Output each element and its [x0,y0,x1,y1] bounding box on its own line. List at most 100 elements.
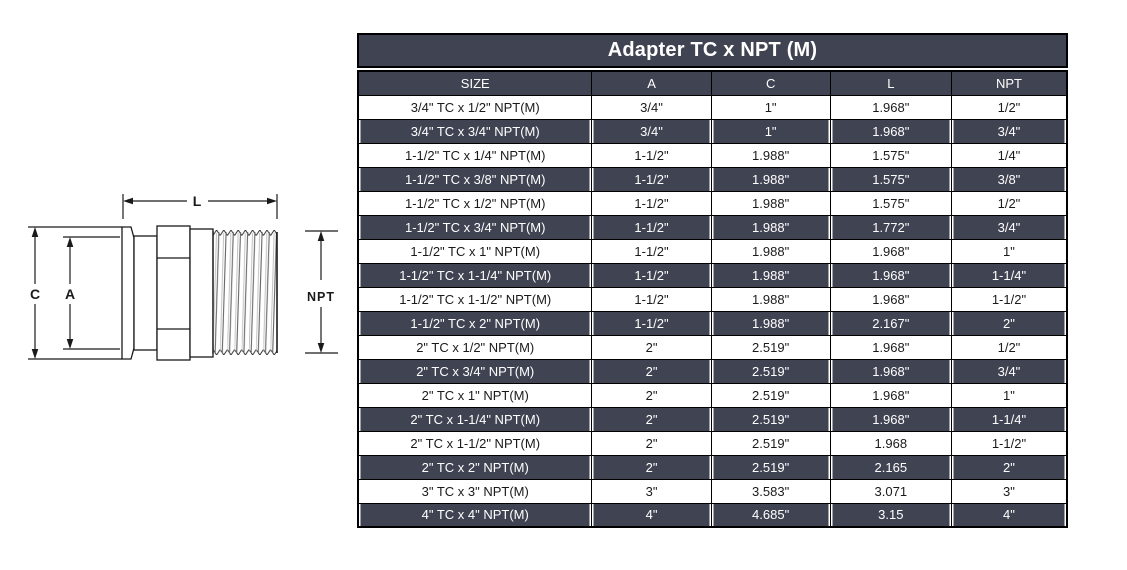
table-cell: 2" TC x 1" NPT(M) [357,382,593,408]
table-cell: 1-1/2" [950,430,1068,456]
table-row: 1-1/2" TC x 1" NPT(M) 1-1/2" 1.988" 1.968" 1… [357,238,1068,264]
hex-body [156,225,191,361]
table-cell: 1-1/4" [950,406,1068,432]
table-cell: 1-1/2" TC x 3/4" NPT(M) [357,214,593,240]
table-cell: 2.167" [829,310,952,336]
table-row: 2" TC x 3/4" NPT(M) 2" 2.519" 1.968" 3/4" [357,358,1068,384]
header-row: SIZE A C L NPT [357,70,1068,96]
table-cell: 3/4" TC x 3/4" NPT(M) [357,118,593,144]
table-cell: 1-1/2" [591,262,712,288]
table-cell: 1-1/2" TC x 1-1/4" NPT(M) [357,262,593,288]
table-cell: 2" [591,430,712,456]
table-cell: 1.968 [829,430,952,456]
dim-c [28,226,122,360]
dim-npt-label: NPT [307,290,335,304]
table-cell: 1-1/2" [591,214,712,240]
table-row: 3" TC x 3" NPT(M) 3" 3.583" 3.071 3" [357,478,1068,504]
table-cell: 1.988" [710,214,831,240]
table-body: 3/4" TC x 1/2" NPT(M) 3/4" 1" 1.968" 1/2" 3/4… [357,94,1068,528]
table-cell: 2" [591,358,712,384]
ferrule [121,226,135,360]
table-cell: 1.988" [710,310,831,336]
table-cell: 3/4" [591,94,712,120]
table-cell: 1" [710,94,831,120]
table-cell: 2.519" [710,382,831,408]
table-row: 1-1/2" TC x 1-1/4" NPT(M) 1-1/2" 1.988" 1.9… [357,262,1068,288]
table-cell: 2" TC x 3/4" NPT(M) [357,358,593,384]
table-row: 1-1/2" TC x 1-1/2" NPT(M) 1-1/2" 1.988" 1.9… [357,286,1068,312]
table-cell: 3" [950,478,1068,504]
table-cell: 3.583" [710,478,831,504]
table-cell: 1.988" [710,238,831,264]
table-cell: 2.519" [710,454,831,480]
table-row: 2" TC x 1" NPT(M) 2" 2.519" 1.968" 1" [357,382,1068,408]
table-cell: 2.519" [710,406,831,432]
ferrule-neck [133,235,158,351]
table-cell: 4.685" [710,502,831,528]
table-cell: 1.968" [829,238,952,264]
table-cell: 3" [591,478,712,504]
table-cell: 2.519" [710,358,831,384]
table-cell: 1" [950,238,1068,264]
table-cell: 1-1/4" [950,262,1068,288]
table-cell: 1-1/2" [591,310,712,336]
table-cell: 1-1/2" TC x 1/4" NPT(M) [357,142,593,168]
table-cell: 1/2" [950,94,1068,120]
table-cell: 1/2" [950,190,1068,216]
table-cell: 1-1/2" [591,190,712,216]
table-cell: 2.519" [710,430,831,456]
table-cell: 1" [950,382,1068,408]
table-cell: 2" TC x 1-1/2" NPT(M) [357,430,593,456]
table-cell: 1-1/2" TC x 1-1/2" NPT(M) [357,286,593,312]
dim-c-label: C [30,286,40,302]
spec-sheet: Adapter TC x NPT (M) SIZE A C L NPT 3/4"… [357,33,1068,528]
table-row: 1-1/2" TC x 3/8" NPT(M) 1-1/2" 1.988" 1.575… [357,166,1068,192]
table-row: 2" TC x 1-1/2" NPT(M) 2" 2.519" 1.968 1-1/2" [357,430,1068,456]
col-header-size: SIZE [357,70,593,96]
dim-l-label: L [193,193,202,209]
table-cell: 4" [591,502,712,528]
table-cell: 3/4" [950,358,1068,384]
table-cell: 1.968" [829,286,952,312]
table-cell: 1/2" [950,334,1068,360]
table-cell: 1.575" [829,190,952,216]
table-cell: 3/4" [950,118,1068,144]
table-cell: 1.988" [710,286,831,312]
table-cell: 3" TC x 3" NPT(M) [357,478,593,504]
table-cell: 1-1/2" TC x 1/2" NPT(M) [357,190,593,216]
table-row: 2" TC x 1-1/4" NPT(M) 2" 2.519" 1.968" 1-1/4… [357,406,1068,432]
table-cell: 1.575" [829,166,952,192]
table-cell: 2" TC x 2" NPT(M) [357,454,593,480]
table-cell: 1.968" [829,406,952,432]
table-cell: 1" [710,118,831,144]
table-cell: 1.772" [829,214,952,240]
table-cell: 3/4" [950,214,1068,240]
table-cell: 1.988" [710,262,831,288]
table-cell: 2" TC x 1-1/4" NPT(M) [357,406,593,432]
table-row: 2" TC x 1/2" NPT(M) 2" 2.519" 1.968" 1/2" [357,334,1068,360]
table-cell: 2" [950,310,1068,336]
table-cell: 1-1/2" TC x 3/8" NPT(M) [357,166,593,192]
table-cell: 1-1/2" TC x 2" NPT(M) [357,310,593,336]
table-row: 3/4" TC x 1/2" NPT(M) 3/4" 1" 1.968" 1/2" [357,94,1068,120]
table-cell: 1-1/2" [591,166,712,192]
table-cell: 1/4" [950,142,1068,168]
dim-a-label: A [65,286,75,302]
table-cell: 3/8" [950,166,1068,192]
table-cell: 2" [591,382,712,408]
table-cell: 1.968" [829,358,952,384]
table-cell: 1.988" [710,166,831,192]
table-cell: 2" [591,406,712,432]
table-cell: 2" [591,454,712,480]
table-cell: 1-1/2" TC x 1" NPT(M) [357,238,593,264]
table-cell: 1.988" [710,142,831,168]
table-cell: 3/4" [591,118,712,144]
dim-l [122,194,278,219]
table-cell: 1-1/2" [591,238,712,264]
threads [212,230,278,355]
col-header-npt: NPT [950,70,1068,96]
table-cell: 1-1/2" [591,142,712,168]
table-row: 2" TC x 2" NPT(M) 2" 2.519" 2.165 2" [357,454,1068,480]
table-row: 1-1/2" TC x 1/2" NPT(M) 1-1/2" 1.988" 1.575… [357,190,1068,216]
